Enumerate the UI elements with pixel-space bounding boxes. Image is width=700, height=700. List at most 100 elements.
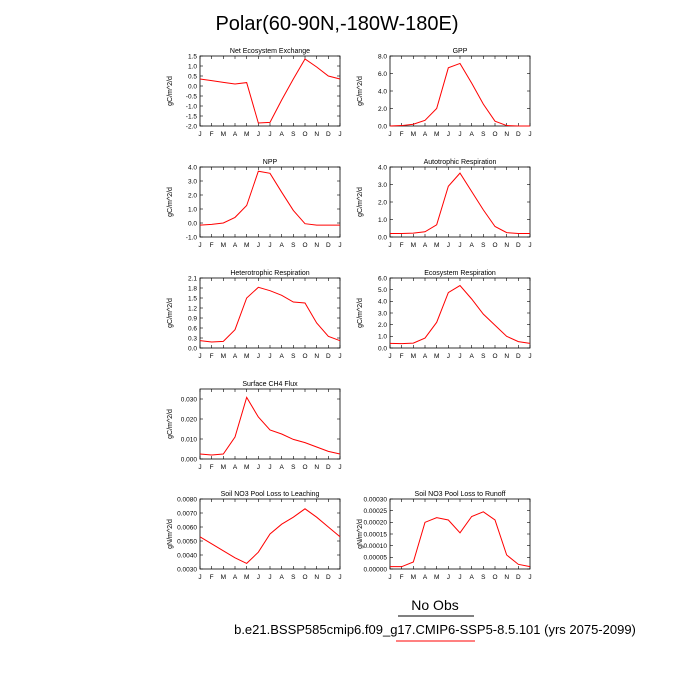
y-tick-label: 2.0 xyxy=(188,192,197,199)
x-tick-label: J xyxy=(388,242,391,249)
x-tick-label: J xyxy=(458,131,461,138)
plot-frame xyxy=(199,55,341,127)
x-tick-label: M xyxy=(244,574,249,581)
y-tick-label: 0.0 xyxy=(188,220,197,227)
y-axis-label: gN/m^2/d xyxy=(357,519,364,549)
y-axis-label: gN/m^2/d xyxy=(167,519,174,549)
x-tick-label: S xyxy=(291,242,296,249)
y-tick-label: 2.1 xyxy=(188,275,197,282)
y-tick-label: 0.0 xyxy=(378,345,387,352)
y-tick-label: 6.0 xyxy=(378,71,387,78)
plot-frame xyxy=(199,388,341,460)
x-tick-label: J xyxy=(268,574,271,581)
x-tick-label: F xyxy=(210,131,214,138)
x-tick-label: N xyxy=(314,574,319,581)
panel-4: Autotrophic Respiration gC/m^2/d 4.0 3.0 2.0… xyxy=(357,159,532,249)
y-tick-label: 0.00000 xyxy=(364,566,388,573)
y-tick-label: 0.5 xyxy=(188,73,197,80)
x-tick-label: J xyxy=(338,353,341,360)
x-tick-label: D xyxy=(326,464,331,471)
y-tick-label: 3.0 xyxy=(378,182,387,189)
y-tick-label: 0.000 xyxy=(181,456,198,463)
x-tick-label: J xyxy=(338,131,341,138)
x-tick-label: A xyxy=(279,131,284,138)
y-tick-label: 0.0 xyxy=(188,83,197,90)
y-tick-label: 2.0 xyxy=(378,106,387,113)
x-tick-label: A xyxy=(423,574,428,581)
x-tick-label: N xyxy=(504,574,509,581)
x-tick-label: J xyxy=(447,574,450,581)
x-tick-label: M xyxy=(244,353,249,360)
x-tick-label: M xyxy=(434,242,439,249)
x-tick-label: F xyxy=(210,353,214,360)
y-axis-label: gC/m^2/d xyxy=(357,298,364,328)
y-tick-label: 1.0 xyxy=(188,206,197,213)
x-tick-label: F xyxy=(210,464,214,471)
x-tick-label: N xyxy=(314,464,319,471)
x-tick-label: J xyxy=(338,464,341,471)
panel-8: Soil NO3 Pool Loss to LeachinggN/m^2/d0.… xyxy=(167,491,342,581)
x-tick-label: J xyxy=(257,242,260,249)
x-tick-label: F xyxy=(400,574,404,581)
x-tick-label: A xyxy=(279,464,284,471)
panel-title: Autotrophic Respiration xyxy=(424,159,497,166)
y-tick-label: 3.0 xyxy=(188,178,197,185)
x-tick-label: N xyxy=(314,353,319,360)
y-tick-label: 4.0 xyxy=(378,299,387,306)
x-tick-label: O xyxy=(492,131,497,138)
y-tick-label: 0.00010 xyxy=(364,543,388,550)
x-tick-label: J xyxy=(257,131,260,138)
x-tick-label: J xyxy=(268,242,271,249)
y-tick-label: 4.0 xyxy=(188,164,197,171)
x-tick-label: O xyxy=(492,574,497,581)
y-axis-label: gC/m^2/d xyxy=(167,409,174,439)
y-axis-label: gC/m^2/d xyxy=(357,187,364,217)
x-tick-label: J xyxy=(528,574,531,581)
x-tick-label: M xyxy=(221,464,226,471)
x-tick-label: O xyxy=(302,464,307,471)
x-tick-label: N xyxy=(504,353,509,360)
x-tick-label: N xyxy=(504,242,509,249)
y-tick-label: 0.020 xyxy=(181,416,198,423)
x-tick-label: A xyxy=(469,242,474,249)
x-tick-label: S xyxy=(291,131,296,138)
x-tick-label: J xyxy=(198,464,201,471)
x-tick-label: A xyxy=(469,131,474,138)
x-tick-label: J xyxy=(268,353,271,360)
series-line-1 xyxy=(199,286,341,343)
case-label: b.e21.BSSP585cmip6.f09_g17.CMIP6-SSP5-8.… xyxy=(234,622,636,637)
y-tick-label: -1.0 xyxy=(186,234,198,241)
plot-frame xyxy=(389,166,531,238)
y-tick-label: 1.5 xyxy=(188,53,197,60)
x-tick-label: J xyxy=(447,131,450,138)
y-tick-label: 0.010 xyxy=(181,436,198,443)
panel-7: Surface CH4 Flux gC/m^2/d 0.030 0.020 0.010 0… xyxy=(167,381,342,471)
y-tick-label: 0.00020 xyxy=(364,520,388,527)
x-tick-label: A xyxy=(469,353,474,360)
series-line-1 xyxy=(389,284,531,345)
x-tick-label: M xyxy=(244,131,249,138)
series-line-1 xyxy=(199,58,341,124)
x-tick-label: O xyxy=(492,353,497,360)
x-tick-label: J xyxy=(447,242,450,249)
y-tick-label: -2.0 xyxy=(186,123,198,130)
x-tick-label: A xyxy=(279,574,284,581)
x-tick-label: J xyxy=(447,353,450,360)
series-line-1 xyxy=(390,172,530,234)
x-tick-label: D xyxy=(516,242,521,249)
x-tick-label: D xyxy=(516,353,521,360)
series-line-1 xyxy=(199,396,341,456)
x-tick-label: M xyxy=(221,574,226,581)
x-tick-label: A xyxy=(423,242,428,249)
y-tick-label: 1.0 xyxy=(188,63,197,70)
x-tick-label: J xyxy=(338,242,341,249)
x-tick-label: A xyxy=(233,131,238,138)
x-tick-label: J xyxy=(528,353,531,360)
y-axis-label: gC/m^2/d xyxy=(167,76,174,106)
y-tick-label: -0.5 xyxy=(186,93,198,100)
x-tick-label: D xyxy=(516,131,521,138)
x-tick-label: D xyxy=(326,131,331,138)
panel-title: Heterotrophic Respiration xyxy=(230,270,309,277)
